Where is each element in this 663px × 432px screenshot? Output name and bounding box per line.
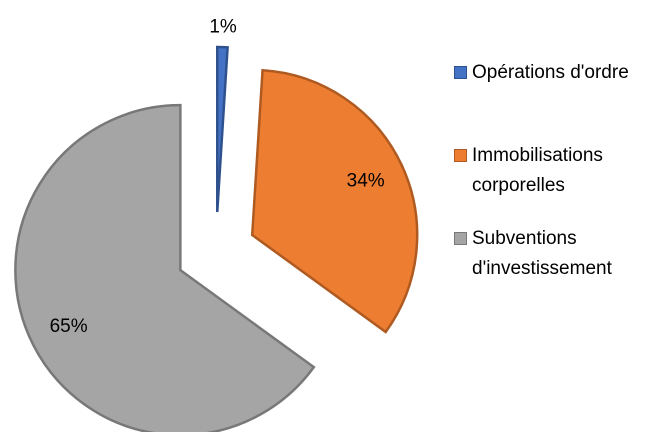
data-label: 34% [347,171,385,192]
pie-slice [14,103,316,432]
legend: Opérations d'ordre Immobilisations corpor… [452,58,660,307]
pie-slice [216,45,229,213]
data-label: 1% [209,16,237,37]
pie-slice [250,68,419,334]
legend-swatch [454,149,467,162]
legend-item: Opérations d'ordre [452,58,660,141]
legend-label: Subventions d'investissement [472,228,612,279]
legend-label: Immobilisations corporelles [472,145,603,196]
legend-swatch [454,232,467,245]
data-label: 65% [50,316,88,337]
legend-label: Opérations d'ordre [472,62,629,83]
legend-swatch [454,66,467,79]
legend-item: Immobilisations corporelles [452,141,660,224]
legend-item: Subventions d'investissement [452,224,660,307]
